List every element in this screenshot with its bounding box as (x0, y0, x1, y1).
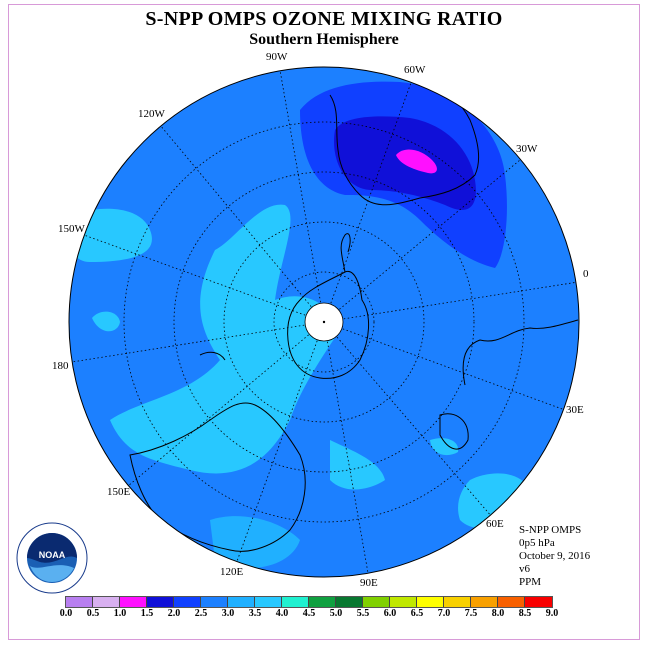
lon-label-150e: 150E (107, 486, 131, 498)
info-level: 0p5 hPa (519, 537, 555, 549)
colorbar-tick-label: 4.0 (275, 608, 289, 619)
coast-madagascar (439, 413, 469, 450)
colorbar-swatch (93, 597, 120, 607)
colorbar-tick-label: 8.0 (491, 608, 505, 619)
colorbar-swatch (174, 597, 201, 607)
field-core (396, 149, 437, 174)
coast-peninsula (340, 233, 351, 273)
colorbar-swatch (363, 597, 390, 607)
colorbar-swatch (120, 597, 147, 607)
field-high-south (330, 440, 385, 490)
colorbar-swatch (471, 597, 498, 607)
colorbar-tick-label: 1.0 (113, 608, 127, 619)
colorbar-tick-label: 5.0 (329, 608, 343, 619)
lon-label-120w: 120W (138, 108, 165, 120)
lon-label-0: 0 (583, 268, 589, 280)
colorbar-tick-label: 2.0 (167, 608, 181, 619)
field-high-center (110, 204, 340, 474)
colorbar-tick-label: 3.0 (221, 608, 235, 619)
lon-label-30e: 30E (566, 404, 584, 416)
colorbar-tick-label: 0.5 (86, 608, 100, 619)
colorbar-swatch (444, 597, 471, 607)
map-subtitle: Southern Hemisphere (249, 31, 399, 48)
colorbar-ticks: 0.0 0.5 1.0 1.5 2.0 2.5 3.0 3.5 4.0 4.5 5.0 5.5 6.0 6… (0, 608, 648, 622)
colorbar-swatch (309, 597, 336, 607)
colorbar-swatch (147, 597, 174, 607)
lon-label-150w: 150W (58, 223, 85, 235)
lon-label-120e: 120E (220, 566, 244, 578)
colorbar-swatch (336, 597, 363, 607)
info-version: v6 (519, 563, 530, 575)
lon-label-60e: 60E (486, 518, 504, 530)
colorbar-swatch (498, 597, 525, 607)
colorbar-swatch (390, 597, 417, 607)
info-units: PPM (519, 576, 542, 588)
colorbar-tick-label: 7.0 (437, 608, 451, 619)
colorbar-swatch (255, 597, 282, 607)
lon-label-60w: 60W (404, 64, 426, 76)
info-instrument: S-NPP OMPS (519, 524, 582, 536)
lon-label-30w: 30W (516, 143, 538, 155)
colorbar-tick-label: 4.5 (302, 608, 316, 619)
lon-label-180: 180 (52, 360, 69, 372)
noaa-logo: NOAA (16, 522, 88, 594)
colorbar-tick-label: 6.0 (383, 608, 397, 619)
colorbar-tick-label: 6.5 (410, 608, 424, 619)
colorbar-tick-label: 0.0 (59, 608, 73, 619)
map-border (68, 66, 580, 578)
coast-africa (462, 319, 579, 386)
colorbar-swatch (417, 597, 444, 607)
colorbar-tick-label: 7.5 (464, 608, 478, 619)
colorbar-tick-label: 2.5 (194, 608, 208, 619)
colorbar-tick-label: 3.5 (248, 608, 262, 619)
colorbar-tick-label: 5.5 (356, 608, 370, 619)
field-high-dot (92, 311, 120, 332)
field-high-south2 (210, 516, 300, 569)
colorbar-tick-label: 1.5 (140, 608, 154, 619)
lon-label-90w: 90W (266, 51, 288, 63)
lon-label-90e: 90E (360, 577, 378, 589)
field-high-small (430, 438, 459, 456)
colorbar (65, 596, 553, 608)
colorbar-swatch (201, 597, 228, 607)
coast-south-america (329, 84, 480, 206)
colorbar-swatch (525, 597, 552, 607)
colorbar-swatch (66, 597, 93, 607)
info-block: S-NPP OMPS 0p5 hPa October 9, 2016 v6 PP… (519, 524, 590, 589)
colorbar-swatch (228, 597, 255, 607)
coast-new-zealand (199, 351, 226, 361)
map-title: S-NPP OMPS OZONE MIXING RATIO (145, 8, 503, 30)
noaa-logo-text: NOAA (39, 550, 66, 560)
figure-frame (8, 4, 640, 640)
colorbar-tick-label: 8.5 (518, 608, 532, 619)
info-date: October 9, 2016 (519, 550, 591, 562)
colorbar-tick-label: 9.0 (545, 608, 559, 619)
colorbar-swatch (282, 597, 309, 607)
